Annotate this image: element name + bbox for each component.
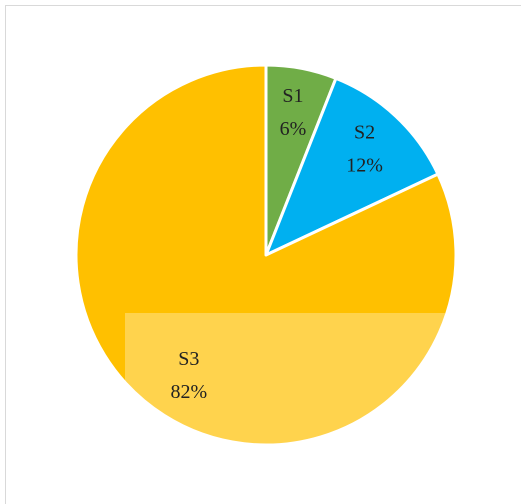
pie-slice [264, 76, 440, 257]
slice-value-label: 82% [171, 381, 208, 403]
pie-slice [74, 63, 458, 447]
slice-value-label: 6% [280, 118, 307, 140]
slice-value-label: 12% [346, 155, 383, 177]
slice-category-label: S3 [178, 348, 199, 370]
slice-category-label: S2 [354, 122, 375, 144]
pie [74, 63, 458, 447]
labels: S1 6% S2 12% S3 82% [171, 85, 383, 403]
slice-category-label: S1 [282, 85, 303, 107]
watermark-overlay [125, 313, 445, 453]
